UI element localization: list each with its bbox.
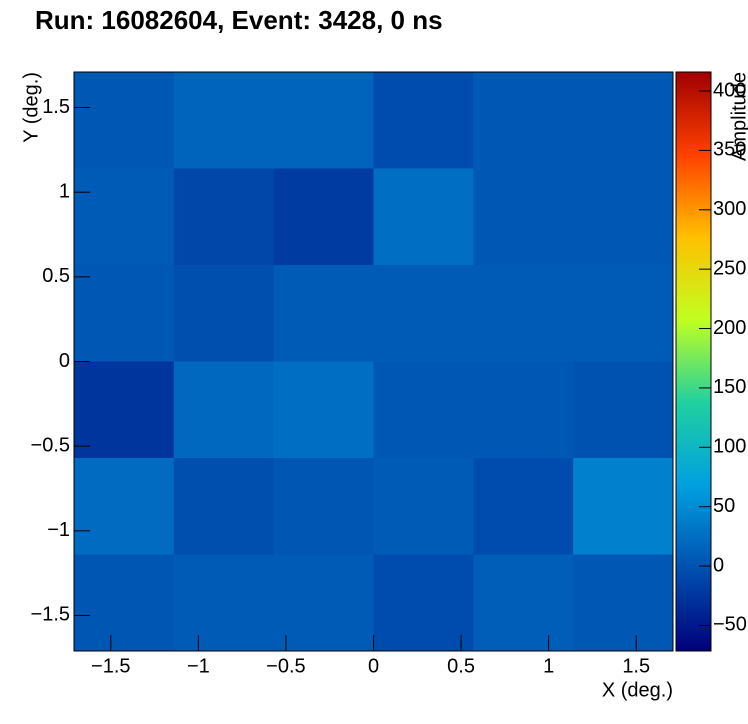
heatmap-cell bbox=[373, 72, 474, 169]
x-tick-label: 0 bbox=[368, 655, 379, 677]
heatmap-cell bbox=[273, 265, 374, 362]
x-tick-label: 1 bbox=[543, 655, 554, 677]
heatmap-cell bbox=[473, 265, 574, 362]
colorbar-tick-label: 100 bbox=[713, 436, 746, 458]
x-tick-label: 0.5 bbox=[447, 655, 475, 677]
heatmap-cell bbox=[373, 265, 474, 362]
colorbar-tick-label: 400 bbox=[713, 79, 746, 101]
heatmap-cell bbox=[373, 168, 474, 266]
colorbar bbox=[675, 71, 712, 652]
y-axis-title: Y (deg.) bbox=[20, 72, 42, 143]
heatmap-cell bbox=[573, 361, 674, 459]
heatmap-cell bbox=[473, 361, 574, 459]
heatmap-cell bbox=[373, 361, 474, 459]
heatmap-cell bbox=[573, 265, 674, 362]
x-tick-label: −0.5 bbox=[266, 655, 305, 677]
heatmap-cell bbox=[473, 168, 574, 266]
y-tick-label: 1.5 bbox=[42, 96, 70, 118]
heatmap-cell bbox=[273, 168, 374, 266]
y-tick-label: 1 bbox=[59, 180, 70, 202]
heatmap-cell bbox=[473, 554, 574, 652]
heatmap-cell bbox=[373, 554, 474, 652]
heatmap-cell bbox=[74, 72, 175, 169]
colorbar-tick-label: 250 bbox=[713, 257, 746, 279]
heatmap-cell bbox=[74, 554, 175, 652]
y-tick-label: −1 bbox=[47, 519, 70, 541]
heatmap-cell bbox=[173, 168, 275, 266]
heatmap-cell bbox=[273, 554, 374, 652]
heatmap-cell bbox=[74, 458, 175, 555]
colorbar-tick-label: 50 bbox=[713, 495, 735, 517]
heatmap-cell bbox=[74, 168, 175, 266]
heatmap-cell bbox=[273, 361, 374, 459]
heatmap-cell bbox=[273, 458, 374, 555]
heatmap-cell bbox=[573, 72, 674, 169]
x-tick-label: 1.5 bbox=[622, 655, 650, 677]
heatmap-cell bbox=[473, 458, 574, 555]
colorbar-tick-label: 200 bbox=[713, 317, 746, 339]
y-tick-label: 0.5 bbox=[42, 265, 70, 287]
y-tick-label: 0 bbox=[59, 350, 70, 372]
x-tick-label: −1.5 bbox=[91, 655, 130, 677]
y-tick-label: −1.5 bbox=[31, 604, 70, 626]
x-axis-title: X (deg.) bbox=[602, 679, 673, 701]
colorbar-title: Amplitude bbox=[728, 72, 748, 161]
colorbar-tick-label: −50 bbox=[713, 614, 747, 636]
heatmap-cell bbox=[173, 361, 275, 459]
heatmap-cell bbox=[573, 458, 674, 555]
colorbar-tick-label: 150 bbox=[713, 376, 746, 398]
heatmap-cell bbox=[74, 265, 175, 362]
heatmap-cell bbox=[173, 265, 275, 362]
colorbar-tick-label: 0 bbox=[713, 554, 724, 576]
heatmap-cell bbox=[173, 72, 275, 169]
heatmap-cell bbox=[173, 458, 275, 555]
chart-title: Run: 16082604, Event: 3428, 0 ns bbox=[35, 5, 443, 35]
heatmap-cell bbox=[273, 72, 374, 169]
heatmap-cell bbox=[173, 554, 275, 652]
heatmap-cell bbox=[473, 72, 574, 169]
heatmap-cell bbox=[373, 458, 474, 555]
x-tick-label: −1 bbox=[187, 655, 210, 677]
y-tick-label: −0.5 bbox=[31, 434, 70, 456]
heatmap-cell bbox=[573, 554, 674, 652]
colorbar-tick-label: 350 bbox=[713, 139, 746, 161]
colorbar-tick-label: 300 bbox=[713, 198, 746, 220]
heatmap-cell bbox=[573, 168, 674, 266]
heatmap-cell bbox=[74, 361, 175, 459]
